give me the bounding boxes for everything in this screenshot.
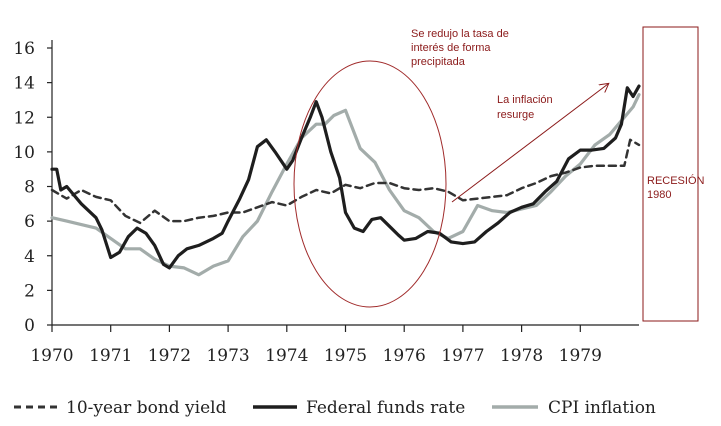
legend-label: 10-year bond yield (66, 398, 227, 418)
circle-annotation-line-2: interés de forma (411, 42, 491, 54)
legend-label: Federal funds rate (306, 398, 465, 418)
arrow-annotation-line-1: La inflación (497, 94, 553, 106)
y-tick-label: 6 (24, 212, 35, 232)
x-tick-label: 1974 (265, 346, 308, 366)
recession-label: RECESIÓN 1980 (647, 174, 708, 201)
recession-label-line-2: 1980 (647, 189, 671, 201)
recession-box (642, 26, 699, 322)
x-tick-label: 1970 (30, 346, 73, 366)
x-tick-label: 1975 (324, 346, 367, 366)
x-tick-label: 1979 (559, 346, 602, 366)
y-tick-label: 10 (13, 143, 35, 163)
x-tick-label: 1978 (500, 346, 543, 366)
y-tick-label: 14 (13, 74, 35, 94)
y-tick-label: 4 (24, 247, 35, 267)
series-line-10-year-bond-yield (50, 138, 641, 225)
y-ticks: 0 2 4 6 8 10 12 14 16 (13, 39, 52, 336)
legend-item-bond-yield: 10-year bond yield (14, 398, 227, 418)
annotations: Se redujo la tasa de interés de forma pr… (293, 26, 708, 322)
highlight-ellipse (293, 60, 447, 308)
y-tick-label: 0 (24, 316, 35, 336)
circle-annotation-line-1: Se redujo la tasa de (411, 28, 509, 40)
x-ticks: 1970 1971 1972 1973 1974 1975 1976 1977 1978 1979 (30, 325, 602, 366)
axes (51, 40, 639, 326)
series-line-federal-funds-rate (50, 84, 641, 270)
y-tick-label: 12 (13, 108, 35, 128)
y-tick-label: 8 (24, 178, 35, 198)
legend: 10-year bond yield Federal funds rate CP… (14, 398, 656, 418)
arrow-annotation: La inflación resurge (497, 94, 556, 121)
x-tick-label: 1973 (206, 346, 249, 366)
circle-annotation-line-3: precipitada (411, 56, 466, 68)
x-tick-label: 1972 (148, 346, 191, 366)
legend-item-fed-funds: Federal funds rate (253, 398, 465, 418)
resurge-arrow (451, 84, 608, 203)
legend-item-cpi: CPI inflation (492, 398, 656, 418)
circle-annotation: Se redujo la tasa de interés de forma pr… (411, 28, 512, 68)
recession-label-line-1: RECESIÓN (647, 174, 705, 187)
y-tick-label: 2 (24, 281, 35, 301)
x-tick-label: 1976 (383, 346, 426, 366)
x-tick-label: 1971 (89, 346, 132, 366)
arrow-annotation-line-2: resurge (497, 109, 534, 121)
series-layer (50, 84, 641, 277)
y-tick-label: 16 (13, 39, 35, 59)
series-line-cpi-inflation (50, 93, 641, 277)
legend-label: CPI inflation (548, 398, 656, 418)
x-tick-label: 1977 (441, 346, 484, 366)
